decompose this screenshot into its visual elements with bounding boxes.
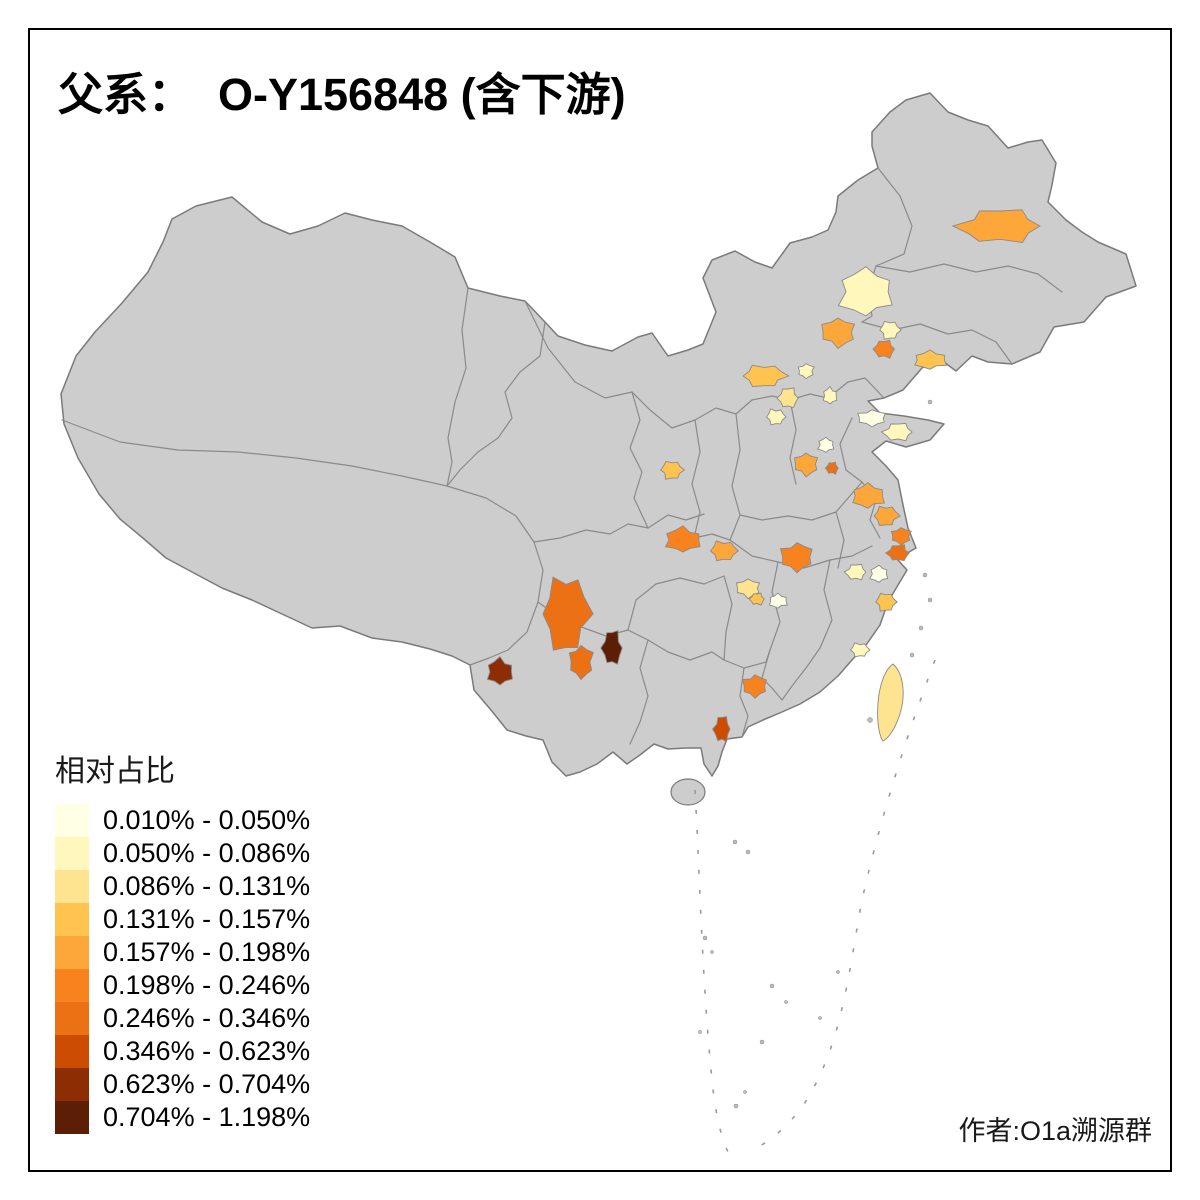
legend-label: 0.623% - 0.704% (103, 1069, 311, 1099)
region-hebei-north (742, 364, 790, 387)
region-shaanxi-north (660, 460, 686, 480)
legend-swatch (55, 969, 89, 1002)
region-heilongjiang-central (951, 209, 1041, 243)
region-zhejiang-mid (875, 592, 898, 612)
legend-label: 0.050% - 0.086% (103, 838, 311, 868)
region-shandong-northwest (857, 409, 886, 428)
legend-swatch (55, 837, 89, 870)
region-tianjin (822, 385, 838, 405)
legend-swatch (55, 804, 89, 837)
region-hebei-south (766, 408, 787, 426)
region-chongqing-east (709, 540, 739, 562)
legend-item: 0.246% - 0.346% (55, 1002, 310, 1035)
region-beijing (797, 363, 815, 380)
legend-item: 0.623% - 0.704% (55, 1068, 310, 1101)
legend-rows: 0.010% - 0.050% 0.050% - 0.086% 0.086% - 0… (55, 804, 310, 1134)
legend: 相对占比 0.010% - 0.050% 0.050% - 0.086% 0.086… (55, 746, 310, 1134)
region-jiangsu-south (890, 527, 912, 546)
legend-swatch (55, 936, 89, 969)
region-jilin-west (837, 266, 893, 317)
region-shandong-west (880, 422, 913, 442)
region-hubei-central (780, 542, 813, 574)
colored-regions (486, 209, 1041, 743)
region-taiwan (877, 663, 904, 742)
region-henan-east-small (824, 461, 839, 475)
region-guangdong-west (712, 716, 731, 743)
legend-swatch (55, 1035, 89, 1068)
page-title: 父系： O-Y156848 (含下游) (58, 69, 626, 120)
legend-item: 0.198% - 0.246% (55, 969, 310, 1002)
legend-label: 0.246% - 0.346% (103, 1003, 311, 1033)
legend-item: 0.131% - 0.157% (55, 903, 310, 936)
hainan-island (670, 778, 706, 806)
legend-swatch (55, 1101, 89, 1134)
legend-label: 0.346% - 0.623% (103, 1036, 311, 1066)
region-henan-north (794, 452, 819, 478)
island-specks (698, 399, 933, 1109)
legend-label: 0.704% - 1.198% (103, 1102, 311, 1132)
region-sichuan-east (664, 525, 701, 553)
region-hunan-small (748, 592, 765, 606)
author-credit: 作者:O1a溯源群 (958, 1116, 1152, 1146)
legend-swatch (55, 903, 89, 936)
legend-item: 0.704% - 1.198% (55, 1101, 310, 1134)
legend-label: 0.010% - 0.050% (103, 805, 311, 835)
region-anhui-south (843, 563, 867, 581)
region-liaoning-coast (914, 349, 948, 370)
region-zhejiang-north (869, 564, 889, 583)
legend-item: 0.157% - 0.198% (55, 936, 310, 969)
legend-title: 相对占比 (55, 755, 175, 788)
region-jiangsu-north (852, 482, 885, 509)
region-yunnan-west (486, 656, 513, 686)
legend-item: 0.346% - 0.623% (55, 1035, 310, 1068)
region-jiangxi-west (768, 592, 788, 609)
legend-item: 0.010% - 0.050% (55, 804, 310, 837)
region-guizhou-west (600, 629, 623, 665)
legend-item: 0.050% - 0.086% (55, 837, 310, 870)
china-mainland-outline (60, 92, 1137, 777)
region-liaoning-east (872, 339, 895, 359)
legend-label: 0.131% - 0.157% (103, 904, 311, 934)
nine-dash-line (694, 659, 936, 1153)
legend-item: 0.086% - 0.131% (55, 870, 310, 903)
region-sichuan-south (568, 644, 594, 681)
region-fujian-northwest (849, 642, 871, 658)
legend-label: 0.198% - 0.246% (103, 970, 311, 1000)
region-shanxi-southeast (817, 436, 835, 453)
legend-swatch (55, 1002, 89, 1035)
region-hebei-mid (776, 387, 799, 409)
legend-label: 0.157% - 0.198% (103, 937, 311, 967)
region-jilin-small (879, 320, 902, 340)
legend-swatch (55, 1068, 89, 1101)
region-guangdong-north (742, 674, 767, 699)
legend-swatch (55, 870, 89, 903)
region-liaoning-central (821, 317, 856, 350)
region-shanghai-area (884, 544, 910, 562)
region-jiangsu-mid (873, 505, 901, 526)
region-sichuan-west (542, 576, 594, 651)
legend-label: 0.086% - 0.131% (103, 871, 311, 901)
